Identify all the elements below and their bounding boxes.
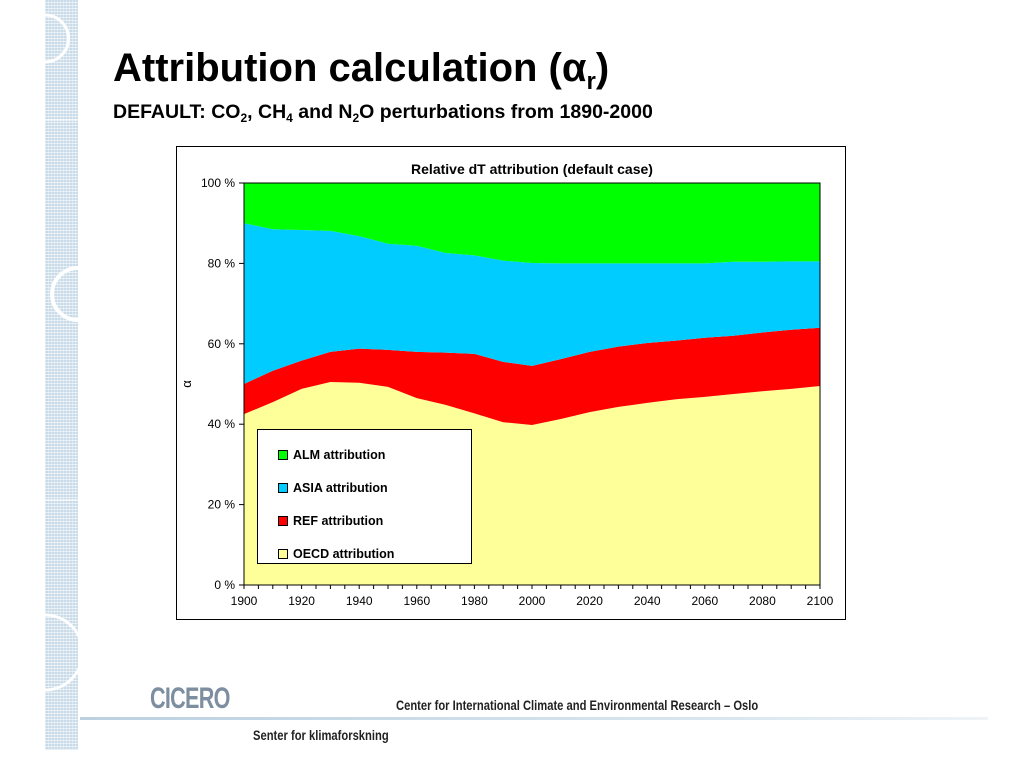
y-tick-label: 60 % xyxy=(208,337,236,351)
subtitle-part-4: O perturbations from 1890-2000 xyxy=(359,101,653,123)
legend-swatch-ref xyxy=(278,515,288,526)
chart-legend: ALM attribution ASIA attribution REF att… xyxy=(257,429,472,564)
x-tick-label: 2060 xyxy=(691,594,718,608)
y-tick-label: 0 % xyxy=(214,578,235,592)
slide-subtitle: DEFAULT: CO2, CH4 and N2O perturbations … xyxy=(113,101,653,124)
title-subscript: r xyxy=(586,68,596,95)
subtitle-sub-1: 2 xyxy=(240,111,248,125)
organization-name: Center for International Climate and Env… xyxy=(396,697,759,713)
x-tick-label: 1940 xyxy=(346,594,373,608)
y-tick-label: 20 % xyxy=(208,498,236,512)
area-series-asia xyxy=(244,223,820,384)
x-tick-label: 1980 xyxy=(461,594,488,608)
legend-label-oecd: OECD attribution xyxy=(293,546,395,561)
x-tick-label: 2080 xyxy=(749,594,776,608)
legend-swatch-alm xyxy=(278,449,288,460)
legend-item-oecd: OECD attribution xyxy=(278,537,471,570)
subtitle-part-1: DEFAULT: CO xyxy=(113,101,241,123)
x-tick-label: 1920 xyxy=(288,594,315,608)
x-tick-label: 1900 xyxy=(231,594,258,608)
chart-container: 0 % 20 % 40 % 60 % 80 % 100 % 1900 1920 1940 1960… xyxy=(176,146,846,620)
x-tick-label: 2000 xyxy=(519,594,546,608)
legend-item-ref: REF attribution xyxy=(278,504,471,537)
x-tick-label: 2040 xyxy=(634,594,661,608)
cicero-logo: CICERO xyxy=(150,682,230,715)
slide-title: Attribution calculation (αr) xyxy=(113,46,610,94)
legend-swatch-asia xyxy=(278,482,288,493)
subtitle-part-2: , CH xyxy=(247,101,287,123)
subtitle-sub-2: 4 xyxy=(286,111,293,125)
x-tick-label: 2020 xyxy=(576,594,603,608)
area-series-alm xyxy=(244,183,820,264)
title-text: Attribution calculation (α xyxy=(113,46,587,90)
decorative-arcs xyxy=(45,13,78,692)
y-tick-label: 80 % xyxy=(208,256,236,270)
legend-label-asia: ASIA attribution xyxy=(293,480,388,495)
x-tick-label: 2100 xyxy=(807,594,834,608)
legend-label-ref: REF attribution xyxy=(293,513,384,528)
subtitle-part-3: and N xyxy=(292,101,353,123)
title-close-paren: ) xyxy=(595,46,610,90)
legend-label-alm: ALM attribution xyxy=(293,447,386,462)
x-tick-label: 1960 xyxy=(403,594,430,608)
organization-name-norwegian: Senter for klimaforskning xyxy=(253,727,389,743)
y-tick-label: 100 % xyxy=(201,176,235,190)
legend-item-alm: ALM attribution xyxy=(278,438,471,471)
y-tick-label: 40 % xyxy=(208,417,236,431)
footer-divider xyxy=(80,717,988,720)
y-axis-label: α xyxy=(179,380,194,388)
legend-item-asia: ASIA attribution xyxy=(278,471,471,504)
subtitle-sub-3: 2 xyxy=(352,111,360,125)
chart-title: Relative dT attribution (default case) xyxy=(411,161,653,177)
area-series-ref xyxy=(244,327,820,426)
decorative-side-strip xyxy=(45,0,78,750)
legend-swatch-oecd xyxy=(278,548,288,559)
